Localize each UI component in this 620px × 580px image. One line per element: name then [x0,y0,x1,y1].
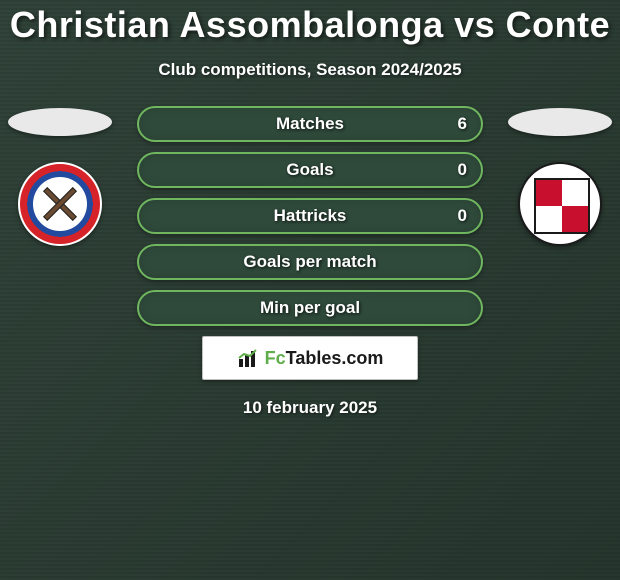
snapshot-date: 10 february 2025 [0,398,620,418]
comparison-title: Christian Assombalonga vs Conte [0,0,620,46]
player-photo-left [8,108,112,136]
comparison-subtitle: Club competitions, Season 2024/2025 [0,60,620,80]
bar-chart-icon [237,349,259,367]
stat-pill: Hattricks 0 [137,198,483,234]
brand-box[interactable]: FcTables.com [202,336,418,380]
stat-pill: Matches 6 [137,106,483,142]
stat-value-right: 0 [458,160,467,180]
stat-value-right: 0 [458,206,467,226]
stat-label: Min per goal [260,298,360,318]
stat-pill: Goals per match [137,244,483,280]
brand-suffix: Tables.com [286,348,384,368]
brand-text: FcTables.com [265,348,384,369]
brand-prefix: Fc [265,348,286,368]
stat-label: Matches [276,114,344,134]
stat-pill: Min per goal [137,290,483,326]
stat-value-right: 6 [458,114,467,134]
stat-label: Goals [286,160,333,180]
club-badge-left-inner [33,177,87,231]
player-photo-right [508,108,612,136]
comparison-arena: Matches 6 Goals 0 Hattricks 0 Goals per match M… [0,106,620,326]
stat-label: Goals per match [243,252,376,272]
stat-pill-list: Matches 6 Goals 0 Hattricks 0 Goals per match M… [137,106,483,326]
shield-icon [534,178,590,234]
stat-pill: Goals 0 [137,152,483,188]
club-badge-left [18,162,102,246]
club-badge-right [518,162,602,246]
stat-label: Hattricks [274,206,347,226]
